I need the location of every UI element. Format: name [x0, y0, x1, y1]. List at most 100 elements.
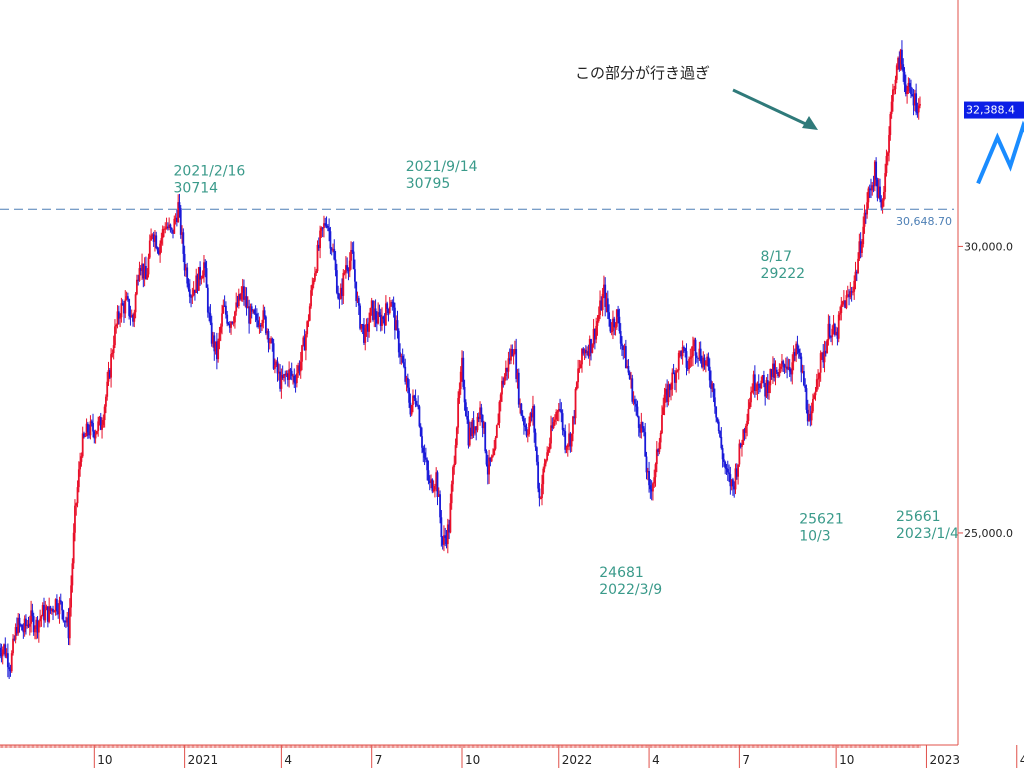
candle-body: [809, 413, 812, 421]
candle-body: [231, 321, 234, 324]
candle-body: [544, 460, 547, 464]
candle-body: [488, 457, 490, 475]
candle-body: [320, 227, 323, 231]
candle-body: [439, 494, 441, 518]
candle-body: [671, 372, 674, 390]
candle-body: [321, 227, 324, 229]
candle-body: [837, 314, 840, 339]
candle-body: [130, 315, 133, 318]
candle-body: [631, 378, 634, 402]
candle-body: [379, 314, 382, 326]
candle-body: [535, 447, 538, 462]
candle-body: [292, 375, 294, 377]
candle-body: [701, 361, 703, 368]
candle-body: [713, 397, 716, 407]
candle-body: [232, 322, 235, 324]
candle-body: [833, 324, 836, 335]
candle-body: [213, 335, 216, 352]
candle-body: [818, 372, 821, 379]
candle-body: [395, 320, 398, 331]
time-tick-label: 7: [375, 753, 383, 767]
candle-body: [79, 461, 82, 470]
candle-body: [155, 235, 158, 249]
candle-body: [698, 348, 701, 359]
candle-body: [858, 241, 861, 259]
candle-body: [910, 86, 912, 95]
candle-body: [494, 437, 497, 449]
candle-body: [295, 373, 298, 384]
candle-body: [679, 351, 681, 353]
candle-body: [58, 600, 61, 615]
candle-body: [107, 370, 110, 382]
candle-body: [12, 638, 14, 654]
candle-body: [675, 370, 678, 383]
candle-body: [120, 303, 123, 318]
candle-body: [333, 248, 336, 260]
candle-body: [888, 135, 890, 153]
candle-body: [819, 353, 822, 373]
candle-body: [526, 434, 529, 436]
candle-body: [409, 402, 412, 415]
candle-body: [670, 389, 672, 391]
candle-body: [97, 421, 100, 432]
candle-body: [61, 601, 63, 611]
candle-body: [95, 431, 98, 434]
candle-body: [325, 225, 328, 227]
candle-body: [338, 298, 341, 300]
candle-body: [716, 417, 719, 422]
candle-body: [693, 339, 696, 347]
candle-body: [779, 366, 782, 369]
candle-body: [34, 629, 36, 633]
candle-body: [769, 369, 772, 386]
candle-body: [275, 361, 278, 366]
candle-body: [813, 395, 816, 399]
candle-body: [115, 324, 118, 327]
candle-body: [253, 309, 256, 314]
candle-body: [123, 304, 125, 314]
candle-body: [151, 234, 154, 236]
candle-body: [766, 380, 769, 393]
candle-body: [249, 306, 252, 324]
candle-body: [790, 371, 792, 375]
candle-body: [650, 489, 653, 492]
candle-body: [458, 389, 461, 399]
candle-body: [867, 188, 870, 203]
candle-body: [370, 300, 373, 308]
candle-body: [215, 341, 218, 360]
candle-body: [116, 311, 119, 325]
candle-body: [503, 376, 506, 385]
candle-body: [730, 479, 733, 487]
candle-body: [715, 406, 718, 418]
candle-body: [657, 449, 660, 452]
candle-body: [374, 308, 377, 320]
candle-body: [288, 369, 291, 380]
candle-body: [268, 342, 271, 344]
candle-body: [35, 619, 38, 630]
candle-body: [185, 267, 187, 271]
candle-body: [904, 84, 907, 94]
candle-body: [512, 353, 515, 357]
candle-body: [21, 624, 23, 631]
candle-body: [388, 306, 391, 314]
candle-body: [848, 294, 850, 298]
candle-body: [200, 278, 203, 280]
candle-body: [591, 344, 594, 353]
candle-body: [94, 433, 97, 439]
candle-body: [633, 399, 636, 404]
candle-body: [477, 416, 480, 419]
candle-body: [435, 472, 438, 487]
candle-body: [112, 345, 115, 354]
candle-body: [722, 459, 725, 462]
candle-body: [175, 217, 178, 223]
candle-body: [271, 338, 274, 344]
candle-body: [885, 155, 888, 174]
candle-body: [348, 260, 351, 272]
time-tick-label: 2021: [188, 753, 219, 767]
candle-body: [742, 429, 745, 445]
candle-body: [303, 337, 306, 351]
candle-body: [627, 365, 630, 373]
candle-body: [17, 617, 20, 634]
candle-body: [177, 202, 180, 223]
candle-body: [248, 306, 251, 324]
candle-body: [286, 373, 289, 380]
